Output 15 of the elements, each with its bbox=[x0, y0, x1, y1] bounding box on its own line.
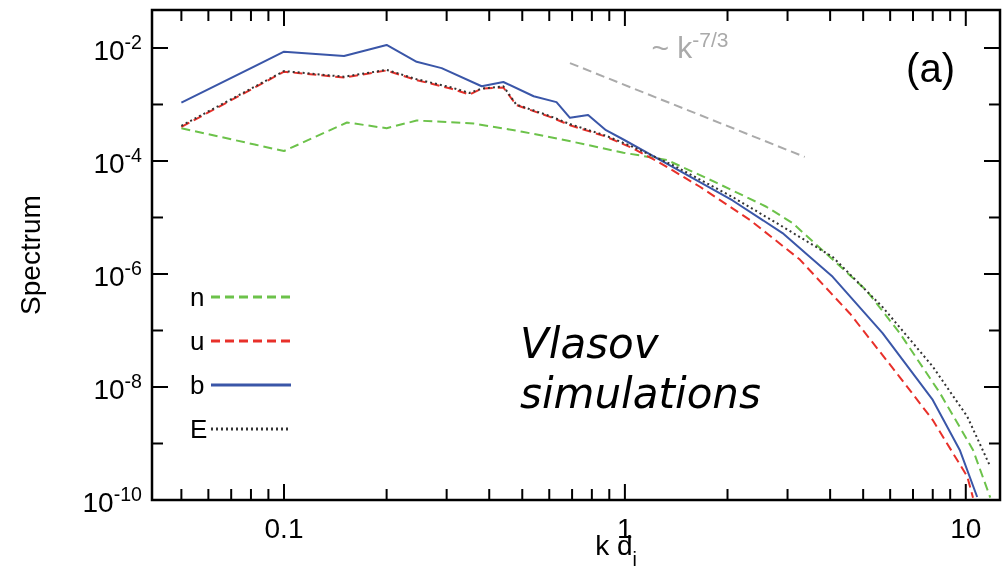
y-axis-title: Spectrum bbox=[15, 195, 46, 315]
y-tick-label: 10$^{-4}$ bbox=[93, 143, 143, 179]
y-tick-label: 10$^{-8}$ bbox=[93, 369, 143, 405]
legend-label: u bbox=[190, 326, 205, 356]
y-tick-label: 10$^{-2}$ bbox=[93, 30, 142, 66]
legend-label: E bbox=[190, 414, 208, 444]
x-tick-label: 10 bbox=[950, 513, 982, 544]
y-tick-label: 10$^{-6}$ bbox=[93, 256, 143, 292]
legend-label: b bbox=[190, 370, 205, 400]
legend-label: n bbox=[190, 282, 205, 312]
x-tick-label: 0.1 bbox=[264, 513, 304, 544]
annotation: ~ k$^{-7/3}$ bbox=[651, 27, 729, 64]
annotation: Vlasov simulations bbox=[520, 319, 761, 418]
y-tick-label: 10$^{-10}$ bbox=[82, 483, 143, 518]
annotation: (a) bbox=[906, 46, 955, 90]
